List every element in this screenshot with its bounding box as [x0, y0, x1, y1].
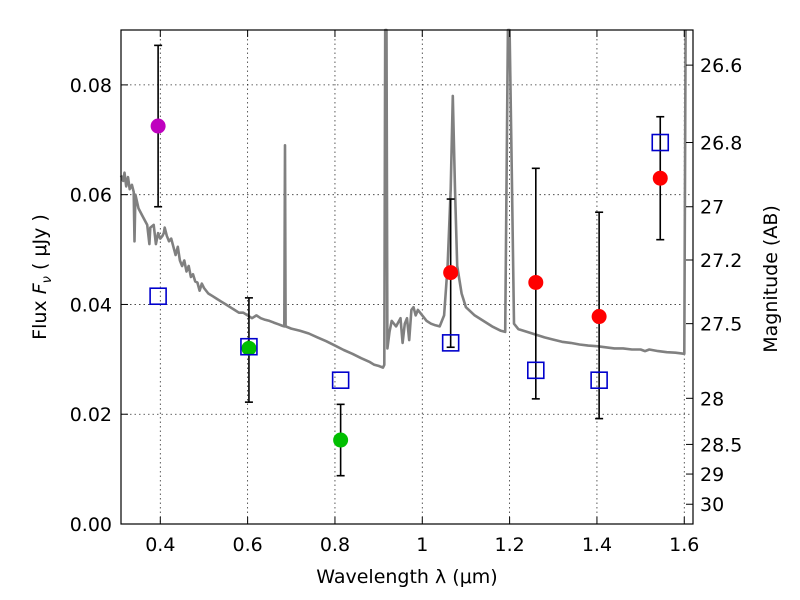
y2-tick-label: 29: [700, 464, 724, 486]
y-axis-label-prefix: Flux: [29, 294, 51, 340]
tick-labels: 0.4 0.6 0.8 1 1.2 1.4 1.6 0.00 0.02 0.04 0.06 0.08 2…: [70, 55, 743, 556]
model-photometry-square: [527, 361, 545, 380]
y-tick-label: 0.08: [70, 75, 112, 97]
model-photometry-square: [441, 334, 460, 352]
model-photometry-square: [240, 337, 258, 356]
x-tick-label: 1.2: [495, 534, 525, 556]
y2-axis-label: Magnitude (AB): [760, 205, 782, 353]
observed-flux-point: [333, 432, 349, 448]
observed-flux-point: [150, 118, 166, 134]
observed-flux-point: [241, 340, 257, 356]
model-photometry-square: [590, 371, 608, 389]
y2-tick-label: 27.5: [700, 314, 742, 336]
observed-flux-point: [591, 309, 607, 325]
y-axis-label-symbol: F: [29, 282, 51, 294]
x-tick-label: 0.4: [145, 534, 175, 556]
plot-background: [121, 30, 693, 524]
x-tick-label: 0.8: [320, 534, 350, 556]
y-tick-label: 0.02: [70, 404, 112, 426]
model-spectrum: [119, 28, 687, 369]
y2-tick-label: 26.8: [700, 133, 742, 155]
observed-flux-point: [528, 274, 544, 290]
model-photometry-square: [651, 133, 670, 152]
y-tick-label: 0.00: [70, 514, 112, 536]
y2-tick-label: 26.6: [700, 55, 742, 77]
x-tick-label: 1.4: [582, 534, 612, 556]
model-photometry-square: [149, 287, 167, 306]
x-tick-label: 1.6: [669, 534, 699, 556]
observed-flux-point: [443, 265, 459, 281]
y2-tick-label: 28: [700, 388, 724, 410]
x-tick-label: 0.6: [233, 534, 263, 556]
model-sed-curve: [119, 28, 687, 369]
y2-tick-label: 30: [700, 494, 724, 516]
x-tick-label: 1: [416, 534, 428, 556]
model-photometry-square: [331, 371, 350, 389]
y2-tick-label: 28.5: [700, 434, 742, 456]
observed-flux-point: [652, 170, 668, 186]
y-axis-label-suffix: ( μJy ): [29, 214, 51, 276]
y-tick-label: 0.04: [70, 294, 112, 316]
y-axis-label: Flux Fν ( μJy ): [29, 214, 55, 340]
y2-tick-label: 27.2: [700, 250, 742, 272]
axis-ticks: [121, 30, 693, 525]
x-axis-label: Wavelength λ (μm): [316, 566, 497, 588]
plot-frame: [120, 29, 694, 525]
y-tick-label: 0.06: [70, 185, 112, 207]
y-axis-label-subscript: ν: [40, 276, 55, 283]
data-markers: [149, 44, 670, 477]
y2-tick-label: 27: [700, 197, 724, 219]
